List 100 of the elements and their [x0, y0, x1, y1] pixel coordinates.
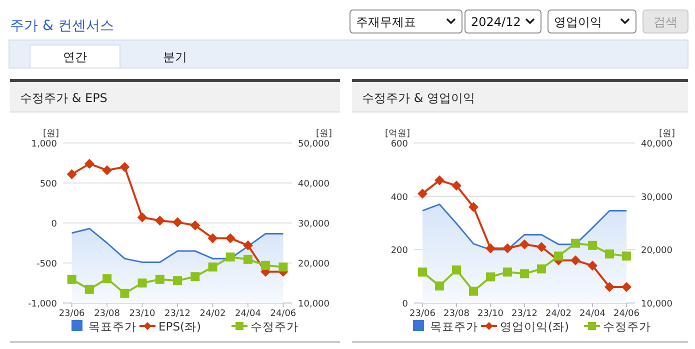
x-tick-label: 23/06	[410, 309, 436, 319]
point	[120, 288, 130, 298]
x-tick-label: 23/12	[512, 309, 538, 319]
y-tick-label: -500	[36, 260, 58, 270]
text: 검색	[654, 15, 678, 29]
point	[570, 255, 580, 266]
y-axis-title: [원]	[42, 129, 59, 139]
y-tick-label: 1,000	[31, 140, 58, 150]
text: 분기	[163, 50, 187, 64]
y-tick-label: 0	[402, 300, 408, 310]
point	[138, 278, 147, 288]
text: 주재무제표	[356, 15, 416, 29]
y-tick-label: -1,000	[28, 300, 58, 310]
legend-label: 수정주가	[250, 320, 298, 334]
point	[520, 239, 530, 250]
y2-tick-label: 30,000	[298, 220, 330, 230]
point	[486, 243, 496, 254]
point	[604, 282, 614, 292]
x-tick-label: 23/10	[478, 309, 504, 319]
y-tick-label: 500	[40, 180, 58, 190]
point	[172, 217, 182, 228]
legend-label: 목표주가	[88, 320, 136, 334]
y2-tick-label: 10,000	[298, 300, 330, 310]
legend-label: EPS(좌)	[158, 320, 201, 334]
legend-label: 수정주가	[603, 320, 651, 334]
point	[154, 216, 165, 226]
point	[173, 276, 182, 286]
point	[502, 243, 512, 254]
point	[588, 260, 598, 271]
point	[418, 268, 427, 277]
point	[208, 262, 218, 272]
y2-tick-label: 40,000	[641, 140, 673, 150]
x-tick-label: 24/04	[580, 309, 606, 319]
point	[520, 269, 529, 278]
y2-axis-title: [원]	[658, 129, 675, 139]
legend-label: 목표주가	[430, 320, 478, 334]
x-tick-label: 23/12	[164, 309, 190, 319]
point	[622, 252, 631, 261]
point	[435, 281, 444, 290]
point	[434, 175, 444, 186]
y-tick-label: 600	[390, 140, 408, 150]
point	[84, 284, 94, 294]
text: 연간	[63, 50, 87, 64]
point	[190, 220, 200, 230]
y-tick-label: 200	[390, 246, 408, 256]
x-tick-label: 24/02	[546, 309, 572, 319]
x-tick-label: 24/06	[270, 309, 296, 319]
y2-axis-title: [원]	[316, 129, 332, 139]
text: 2024/12	[471, 15, 521, 29]
point	[622, 282, 632, 292]
text: 주가 & 컨센서스	[10, 18, 114, 34]
point	[120, 162, 130, 172]
y2-tick-label: 20,000	[641, 246, 673, 256]
y2-tick-label: 50,000	[298, 140, 330, 150]
chart-title: 수정주가 & EPS	[20, 91, 108, 105]
x-tick-label: 24/04	[234, 309, 262, 319]
text: 영업이익	[554, 15, 602, 29]
point	[605, 249, 614, 258]
point	[190, 272, 200, 282]
y-axis-title: [억원]	[384, 129, 410, 139]
x-tick-label: 23/06	[58, 309, 86, 319]
point	[208, 233, 218, 244]
point	[102, 274, 112, 284]
legend-label: 영업이익(좌)	[500, 320, 569, 334]
x-tick-label: 23/08	[444, 309, 470, 319]
point	[66, 169, 77, 180]
point	[102, 165, 112, 176]
x-tick-label: 24/06	[614, 309, 640, 319]
point	[243, 254, 252, 264]
point	[137, 212, 148, 222]
y-tick-label: 400	[390, 192, 408, 203]
x-tick-label: 23/08	[94, 309, 120, 319]
point	[452, 180, 462, 191]
point	[261, 260, 270, 270]
point	[588, 240, 597, 250]
point	[418, 188, 428, 199]
point	[155, 274, 164, 284]
point	[242, 240, 253, 250]
y-tick-label: 0	[51, 220, 58, 230]
point	[469, 286, 478, 296]
y2-tick-label: 40,000	[298, 180, 330, 190]
x-tick-label: 24/02	[200, 309, 226, 319]
point	[278, 262, 288, 272]
point	[536, 242, 546, 252]
point	[503, 268, 512, 277]
point	[537, 264, 546, 274]
y2-tick-label: 30,000	[641, 192, 673, 203]
point	[468, 202, 478, 212]
point	[226, 252, 235, 262]
point	[452, 265, 461, 274]
x-tick-label: 23/10	[129, 309, 156, 319]
point	[571, 238, 580, 248]
point	[225, 233, 236, 244]
y2-tick-label: 10,000	[641, 300, 673, 310]
point	[67, 274, 76, 284]
point	[554, 252, 563, 261]
point	[486, 272, 495, 282]
chart-title: 수정주가 & 영업이익	[362, 91, 475, 105]
point	[84, 158, 94, 169]
y2-tick-label: 20,000	[298, 260, 330, 270]
